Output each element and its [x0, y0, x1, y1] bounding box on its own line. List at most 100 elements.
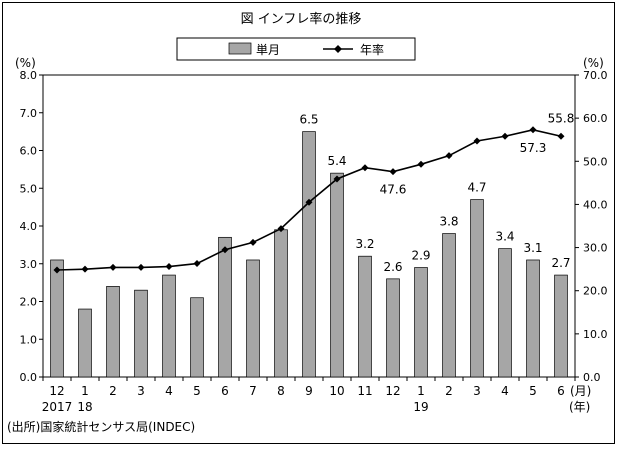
line-point: [501, 132, 509, 140]
bar: [190, 297, 204, 378]
legend: 単月 年率: [176, 37, 416, 61]
right-axis-tick-label: 40.0: [583, 198, 608, 211]
bar: [498, 248, 512, 378]
line-point: [249, 238, 257, 246]
right-axis-tick-label: 70.0: [583, 69, 608, 82]
x-month-label: 6: [221, 384, 229, 398]
x-month-label: 2: [445, 384, 453, 398]
line-point: [557, 132, 565, 140]
x-unit-year: (年): [569, 400, 590, 414]
x-month-label: 1: [81, 384, 89, 398]
bar: [526, 259, 540, 378]
left-axis-tick-label: 4.0: [20, 220, 38, 233]
bar-value-label: 3.4: [495, 230, 514, 244]
bar: [302, 131, 316, 378]
bar: [554, 274, 568, 378]
x-month-label: 7: [249, 384, 257, 398]
left-axis-tick-label: 7.0: [20, 107, 38, 120]
left-axis-tick-label: 2.0: [20, 296, 38, 309]
x-month-label: 1: [417, 384, 425, 398]
x-month-label: 5: [193, 384, 201, 398]
bar-value-label: 3.1: [523, 241, 542, 255]
bar: [218, 236, 232, 378]
plot-area: 0.0 1.0 2.0 3.0 4.0 5.0 6.0 7.0 8.0 0.0 10.0 20.0 30…: [20, 69, 608, 414]
bar-value-label: 2.7: [551, 256, 570, 270]
x-year-label: 18: [77, 400, 92, 414]
x-month-label: 4: [165, 384, 173, 398]
bar: [246, 259, 260, 378]
line-point: [109, 263, 117, 271]
x-month-label: 3: [473, 384, 481, 398]
bar-value-label: 6.5: [299, 113, 318, 127]
line-point: [165, 263, 173, 271]
left-axis-tick-label: 3.0: [20, 258, 38, 271]
bar-value-label: 5.4: [327, 154, 346, 168]
bar-value-label: 2.9: [411, 249, 430, 263]
right-axis-tick-label: 60.0: [583, 112, 608, 125]
line-point: [473, 137, 481, 145]
bar-value-label: 3.2: [355, 237, 374, 251]
x-month-label: 10: [329, 384, 344, 398]
line-point: [333, 175, 341, 183]
line-value-label: 55.8: [548, 111, 575, 125]
left-axis-tick-label: 5.0: [20, 182, 38, 195]
line-point: [417, 160, 425, 168]
line-point: [221, 246, 229, 254]
bar: [414, 267, 428, 378]
bar: [78, 308, 92, 378]
line-point: [529, 126, 537, 134]
x-month-label: 11: [357, 384, 372, 398]
x-unit-month: (月): [570, 384, 591, 398]
left-axis-tick-label: 6.0: [20, 145, 38, 158]
left-axis-tick-label: 1.0: [20, 333, 38, 346]
bar: [470, 199, 484, 378]
right-axis-unit: (%): [583, 56, 604, 70]
x-month-label: 5: [529, 384, 537, 398]
line-value-label: 57.3: [520, 141, 547, 155]
left-axis-tick-label: 8.0: [20, 69, 38, 82]
bar: [442, 233, 456, 378]
x-month-label: 12: [385, 384, 400, 398]
x-year-label: 19: [413, 400, 428, 414]
x-month-label: 3: [137, 384, 145, 398]
left-axis-tick-label: 0.0: [20, 371, 38, 384]
line-point: [193, 260, 201, 268]
bar: [386, 278, 400, 378]
bar: [50, 259, 64, 378]
bar: [358, 255, 372, 378]
right-axis-tick-label: 50.0: [583, 155, 608, 168]
x-year-label: 2017: [42, 400, 73, 414]
line-point: [81, 265, 89, 273]
bar: [134, 289, 148, 378]
line-point: [445, 152, 453, 160]
source-note: (出所)国家統計センサス局(INDEC): [7, 419, 195, 434]
line-point: [361, 164, 369, 172]
line-point: [137, 263, 145, 271]
legend-bar-swatch: [228, 42, 252, 55]
inflation-chart: 図 インフレ率の推移 単月 年率 (%) (%) 0.0 1.0 2.0 3.0 4.0…: [7, 11, 608, 434]
bar-value-label: 2.6: [383, 260, 402, 274]
line-point: [277, 225, 285, 233]
legend-line-label: 年率: [360, 42, 384, 57]
line-point: [53, 266, 61, 274]
bar: [330, 172, 344, 378]
right-axis-tick-label: 0.0: [583, 371, 601, 384]
line-point: [389, 168, 397, 176]
legend-bar-label: 単月: [256, 43, 280, 57]
x-month-label: 8: [277, 384, 285, 398]
right-axis-tick-label: 30.0: [583, 242, 608, 255]
left-axis-unit: (%): [15, 56, 36, 70]
x-month-label: 9: [305, 384, 313, 398]
legend-line-marker: [334, 45, 342, 53]
bar-value-label: 3.8: [439, 215, 458, 229]
bar: [162, 274, 176, 378]
bar: [274, 229, 288, 378]
right-axis-tick-label: 20.0: [583, 285, 608, 298]
right-axis-tick-label: 10.0: [583, 328, 608, 341]
line-value-label: 47.6: [380, 183, 407, 197]
x-month-label: 12: [49, 384, 64, 398]
chart-title: 図 インフレ率の推移: [241, 11, 362, 27]
x-month-label: 4: [501, 384, 509, 398]
line-point: [305, 198, 313, 206]
bar: [106, 286, 120, 378]
